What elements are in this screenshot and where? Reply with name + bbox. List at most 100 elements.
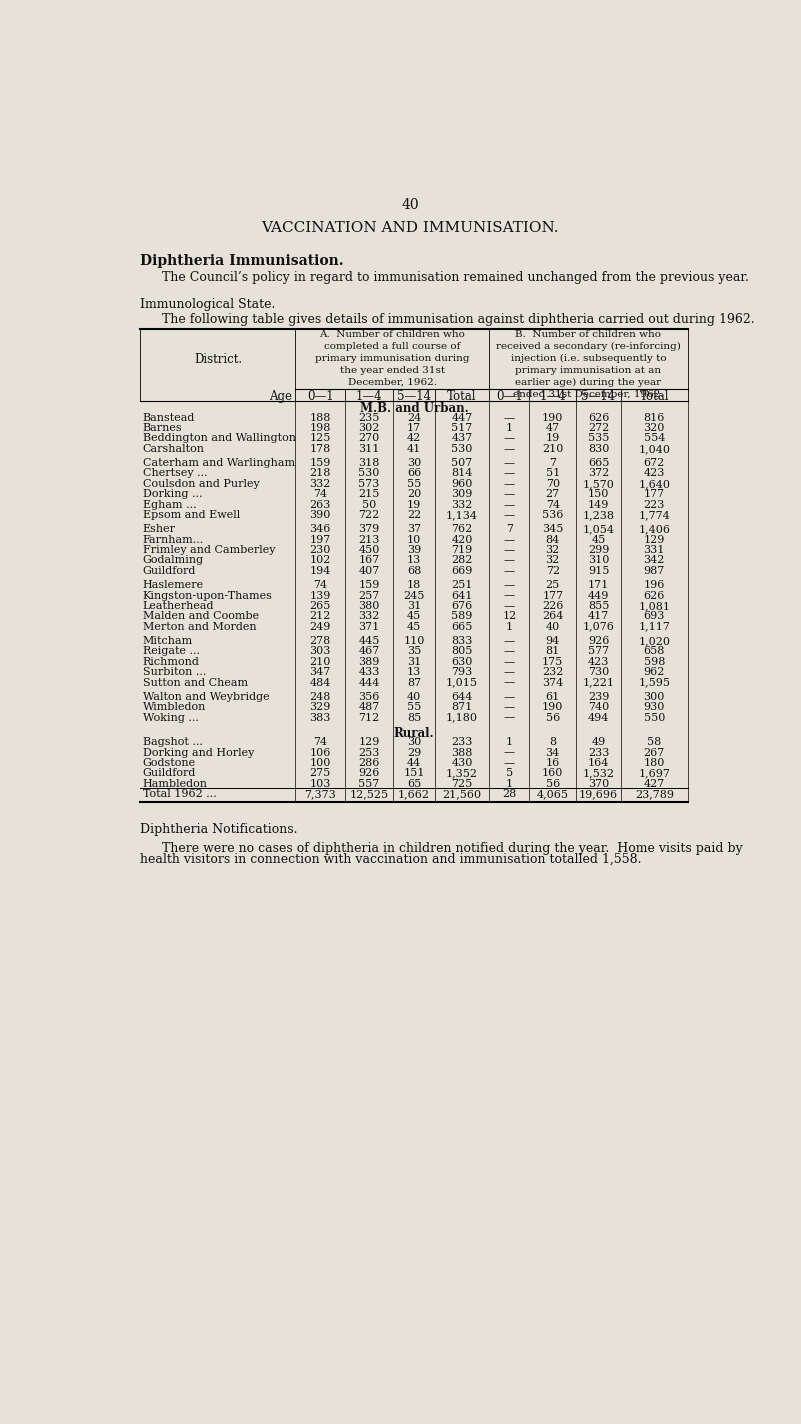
Text: Epsom and Ewell: Epsom and Ewell — [143, 510, 240, 520]
Text: There were no cases of diphtheria in children notified during the year.  Home vi: There were no cases of diphtheria in chi… — [162, 842, 743, 854]
Text: 641: 641 — [451, 591, 473, 601]
Text: 103: 103 — [309, 779, 331, 789]
Text: 345: 345 — [542, 524, 563, 534]
Text: 1,221: 1,221 — [582, 678, 614, 688]
Text: 55: 55 — [407, 478, 421, 488]
Text: 793: 793 — [452, 668, 473, 678]
Text: 44: 44 — [407, 758, 421, 768]
Text: Immunological State.: Immunological State. — [140, 298, 276, 310]
Text: 233: 233 — [451, 738, 473, 748]
Text: 926: 926 — [358, 769, 380, 779]
Text: The following table gives details of immunisation against diphtheria carried out: The following table gives details of imm… — [162, 313, 755, 326]
Text: 1,076: 1,076 — [582, 622, 614, 632]
Text: 19: 19 — [407, 500, 421, 510]
Text: Woking ...: Woking ... — [143, 712, 199, 722]
Text: 18: 18 — [407, 580, 421, 590]
Text: 1,054: 1,054 — [582, 524, 614, 534]
Text: B.  Number of children who
received a secondary (re-inforcing)
injection (i.e. s: B. Number of children who received a sec… — [496, 330, 681, 399]
Text: Dorking and Horley: Dorking and Horley — [143, 748, 254, 758]
Text: 45: 45 — [591, 534, 606, 545]
Text: 437: 437 — [452, 433, 473, 443]
Text: 379: 379 — [358, 524, 380, 534]
Text: Chertsey ...: Chertsey ... — [143, 468, 207, 478]
Text: 550: 550 — [643, 712, 665, 722]
Text: 72: 72 — [545, 565, 560, 575]
Text: Total: Total — [447, 390, 477, 403]
Text: 577: 577 — [588, 646, 609, 656]
Text: 197: 197 — [310, 534, 331, 545]
Text: 13: 13 — [407, 555, 421, 565]
Text: 28: 28 — [502, 789, 517, 799]
Text: District.: District. — [194, 353, 242, 366]
Text: 388: 388 — [451, 748, 473, 758]
Text: 309: 309 — [451, 490, 473, 500]
Text: 210: 210 — [309, 656, 331, 666]
Text: 263: 263 — [309, 500, 331, 510]
Text: 1,352: 1,352 — [446, 769, 478, 779]
Text: Richmond: Richmond — [143, 656, 199, 666]
Text: —: — — [504, 656, 515, 666]
Text: 530: 530 — [451, 444, 473, 454]
Text: 40: 40 — [401, 198, 419, 212]
Text: 29: 29 — [407, 748, 421, 758]
Text: 1—4: 1—4 — [356, 390, 382, 403]
Text: 265: 265 — [309, 601, 331, 611]
Text: 239: 239 — [588, 692, 609, 702]
Text: 249: 249 — [309, 622, 331, 632]
Text: 31: 31 — [407, 601, 421, 611]
Text: 41: 41 — [407, 444, 421, 454]
Text: 30: 30 — [407, 738, 421, 748]
Text: 125: 125 — [309, 433, 331, 443]
Text: 1,020: 1,020 — [638, 637, 670, 646]
Text: 248: 248 — [309, 692, 331, 702]
Text: —: — — [504, 545, 515, 555]
Text: 303: 303 — [309, 646, 331, 656]
Text: 20: 20 — [407, 490, 421, 500]
Text: 10: 10 — [407, 534, 421, 545]
Text: 467: 467 — [358, 646, 380, 656]
Text: 39: 39 — [407, 545, 421, 555]
Text: —: — — [504, 580, 515, 590]
Text: 232: 232 — [542, 668, 563, 678]
Text: 218: 218 — [309, 468, 331, 478]
Text: —: — — [504, 668, 515, 678]
Text: 74: 74 — [545, 500, 560, 510]
Text: Caterham and Warlingham: Caterham and Warlingham — [143, 459, 295, 468]
Text: 665: 665 — [588, 459, 609, 468]
Text: 433: 433 — [358, 668, 380, 678]
Text: 871: 871 — [452, 702, 473, 712]
Text: 665: 665 — [451, 622, 473, 632]
Text: Diphtheria Immunisation.: Diphtheria Immunisation. — [140, 253, 344, 268]
Text: 494: 494 — [588, 712, 609, 722]
Text: 1,081: 1,081 — [638, 601, 670, 611]
Text: —: — — [504, 534, 515, 545]
Text: 4,065: 4,065 — [537, 789, 569, 799]
Text: 40: 40 — [545, 622, 560, 632]
Text: 380: 380 — [358, 601, 380, 611]
Text: 45: 45 — [407, 611, 421, 621]
Text: 725: 725 — [452, 779, 473, 789]
Text: 70: 70 — [545, 478, 560, 488]
Text: Leatherhead: Leatherhead — [143, 601, 214, 611]
Text: 42: 42 — [407, 433, 421, 443]
Text: 5—14: 5—14 — [397, 390, 431, 403]
Text: 272: 272 — [588, 423, 609, 433]
Text: 106: 106 — [309, 748, 331, 758]
Text: 389: 389 — [358, 656, 380, 666]
Text: health visitors in connection with vaccination and immunisation totalled 1,558.: health visitors in connection with vacci… — [140, 853, 642, 866]
Text: Guildford: Guildford — [143, 769, 196, 779]
Text: 30: 30 — [407, 459, 421, 468]
Text: 23,789: 23,789 — [634, 789, 674, 799]
Text: 342: 342 — [643, 555, 665, 565]
Text: 56: 56 — [545, 712, 560, 722]
Text: Farnham...: Farnham... — [143, 534, 204, 545]
Text: Diphtheria Notifications.: Diphtheria Notifications. — [140, 823, 298, 836]
Text: 19: 19 — [545, 433, 560, 443]
Text: 196: 196 — [643, 580, 665, 590]
Text: 56: 56 — [545, 779, 560, 789]
Text: 74: 74 — [313, 738, 328, 748]
Text: 150: 150 — [588, 490, 609, 500]
Text: 356: 356 — [358, 692, 380, 702]
Text: 34: 34 — [545, 748, 560, 758]
Text: 55: 55 — [407, 702, 421, 712]
